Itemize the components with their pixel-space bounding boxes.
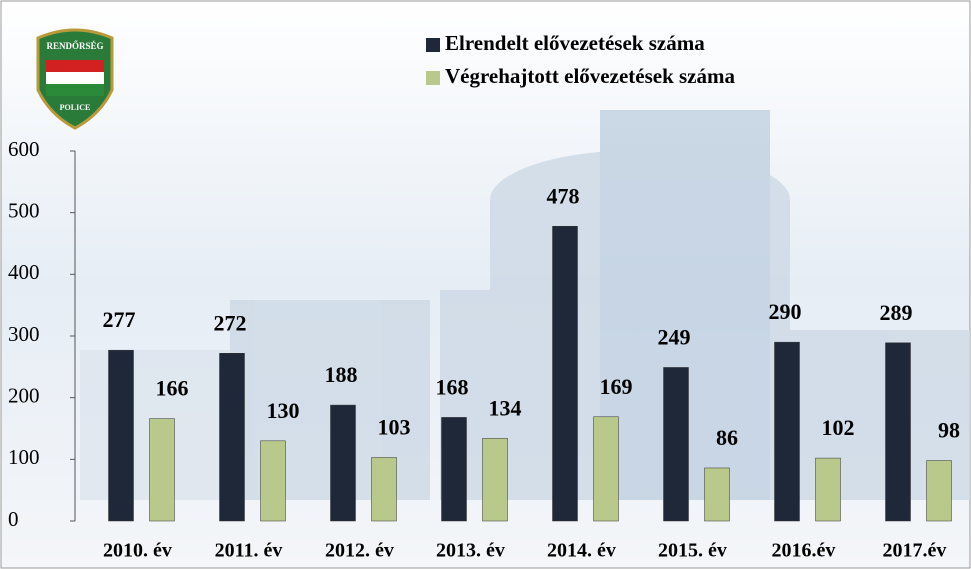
x-tick-label: 2016.év [772, 540, 836, 562]
value-label: 98 [938, 418, 960, 443]
legend-swatch [426, 38, 440, 52]
bar [664, 367, 689, 521]
y-tick-label: 300 [8, 322, 40, 346]
y-tick-label: 0 [8, 507, 19, 531]
bar [594, 417, 619, 521]
logo-bottom: POLICE [60, 103, 91, 112]
bar [261, 441, 286, 521]
x-tick-label: 2017.év [883, 540, 947, 562]
bar [442, 417, 467, 521]
bar [150, 419, 175, 521]
x-tick-label: 2015. év [658, 540, 727, 562]
value-label: 249 [658, 324, 691, 349]
y-tick-label: 600 [8, 137, 40, 161]
bar [483, 438, 508, 521]
value-label: 168 [436, 374, 469, 399]
bar [372, 457, 397, 521]
y-tick-label: 100 [8, 445, 40, 469]
chart: RENDŐRSÉG POLICE 0 100 200 300 400 500 600 Elre… [0, 0, 971, 569]
logo-top: RENDŐRSÉG [46, 41, 103, 51]
bar [775, 342, 800, 521]
bar [109, 350, 134, 521]
legend-label: Végrehajtott elővezetések száma [445, 64, 735, 88]
y-tick-label: 400 [8, 260, 40, 284]
y-tick-label: 200 [8, 383, 40, 407]
value-label: 290 [769, 299, 802, 324]
value-label: 277 [103, 307, 136, 332]
bar [886, 343, 911, 521]
value-label: 478 [547, 183, 580, 208]
value-label: 130 [267, 398, 300, 423]
x-tick-label: 2014. év [547, 540, 616, 562]
bar [816, 458, 841, 521]
x-tick-label: 2012. év [325, 540, 394, 562]
value-label: 103 [378, 415, 411, 440]
y-tick-label: 500 [8, 198, 40, 222]
bar [705, 468, 730, 521]
value-label: 272 [214, 310, 247, 335]
x-tick-label: 2010. év [103, 540, 172, 562]
value-label: 166 [156, 376, 189, 401]
legend-swatch [426, 71, 440, 85]
value-label: 102 [822, 415, 855, 440]
value-label: 188 [325, 362, 358, 387]
legend-label: Elrendelt elővezetések száma [445, 31, 705, 55]
bar [331, 405, 356, 521]
x-tick-label: 2013. év [436, 540, 505, 562]
bar [553, 226, 578, 521]
x-tick-label: 2011. év [215, 540, 283, 562]
bar [220, 353, 245, 521]
value-label: 86 [716, 425, 738, 450]
value-label: 169 [600, 374, 633, 399]
bar [927, 461, 952, 521]
value-label: 134 [489, 395, 522, 420]
value-label: 289 [880, 300, 913, 325]
